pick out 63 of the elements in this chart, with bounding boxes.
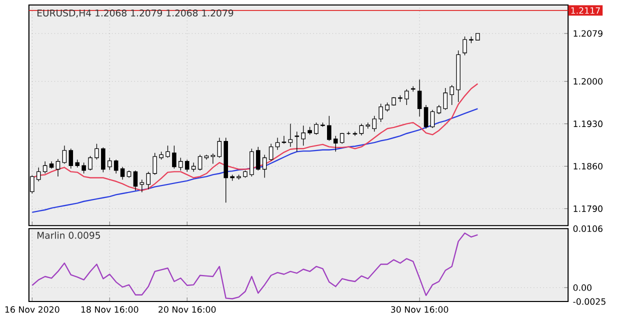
candlestick (210, 152, 216, 164)
candlestick (152, 152, 157, 175)
candlestick (42, 160, 48, 174)
candlestick (417, 78, 422, 117)
x-tick-label: 30 Nov 16:00 (391, 306, 448, 313)
chart-title: EURUSD,H4 1.2068 1.2079 1.2068 1.2079 (38, 9, 234, 18)
candlestick (366, 122, 370, 129)
candlestick (140, 179, 144, 192)
x-tick-label: 18 Nov 16:00 (81, 306, 138, 313)
candlestick (36, 166, 41, 182)
candlestick (114, 158, 118, 174)
candlestick (88, 155, 92, 171)
candlestick (385, 102, 390, 112)
y-tick-label: 1.1930 (574, 120, 602, 127)
candlestick (436, 104, 442, 114)
candlestick (268, 143, 274, 161)
candlestick (301, 125, 306, 146)
candlestick (172, 145, 176, 169)
candlestick (198, 154, 202, 171)
y-tick-label: 1.2079 (574, 30, 602, 37)
candlestick (62, 145, 67, 164)
candlestick (424, 104, 428, 129)
candlestick (450, 84, 454, 106)
candlestick (166, 145, 170, 158)
candlestick (191, 162, 196, 172)
candlestick (378, 103, 383, 122)
candlestick (462, 36, 467, 56)
candlestick (184, 158, 190, 172)
y-tick-label: -0.0025 (573, 298, 606, 305)
candlestick (430, 109, 435, 128)
y-tick-label: 1.1790 (574, 205, 602, 212)
candlestick (443, 87, 448, 110)
candlestick (101, 146, 106, 172)
candlestick (120, 166, 125, 180)
candlestick (404, 88, 409, 106)
candlestick (359, 123, 364, 136)
y-tick-label: 1.2000 (574, 78, 602, 84)
candlestick (217, 137, 222, 158)
candlestick (282, 135, 286, 144)
candlestick (262, 154, 267, 178)
candlestick (56, 158, 60, 177)
candlestick (107, 157, 112, 170)
candlestick (288, 123, 293, 147)
candlestick (327, 115, 332, 141)
x-tick-label: 16 Nov 2020 (5, 306, 60, 313)
y-tick-label: 0.00 (573, 284, 592, 291)
candlestick (333, 135, 338, 152)
candlestick (133, 170, 138, 191)
y-tick-label: 1.1860 (574, 162, 602, 170)
candlestick (94, 143, 99, 160)
candlestick (68, 148, 74, 169)
candlestick (256, 146, 260, 171)
chart-title: Marlin 0.0095 (38, 231, 100, 239)
candlestick (314, 122, 318, 135)
candlestick (82, 162, 86, 174)
candlestick (372, 115, 377, 132)
candlestick (294, 131, 300, 152)
ref-line-label: 1.2117 (571, 7, 600, 14)
y-tick-label: 0.0106 (573, 225, 602, 232)
x-tick-label: 20 Nov 16:00 (158, 306, 216, 313)
candlestick (178, 157, 183, 171)
candlestick (250, 148, 254, 177)
candlestick (146, 171, 151, 190)
